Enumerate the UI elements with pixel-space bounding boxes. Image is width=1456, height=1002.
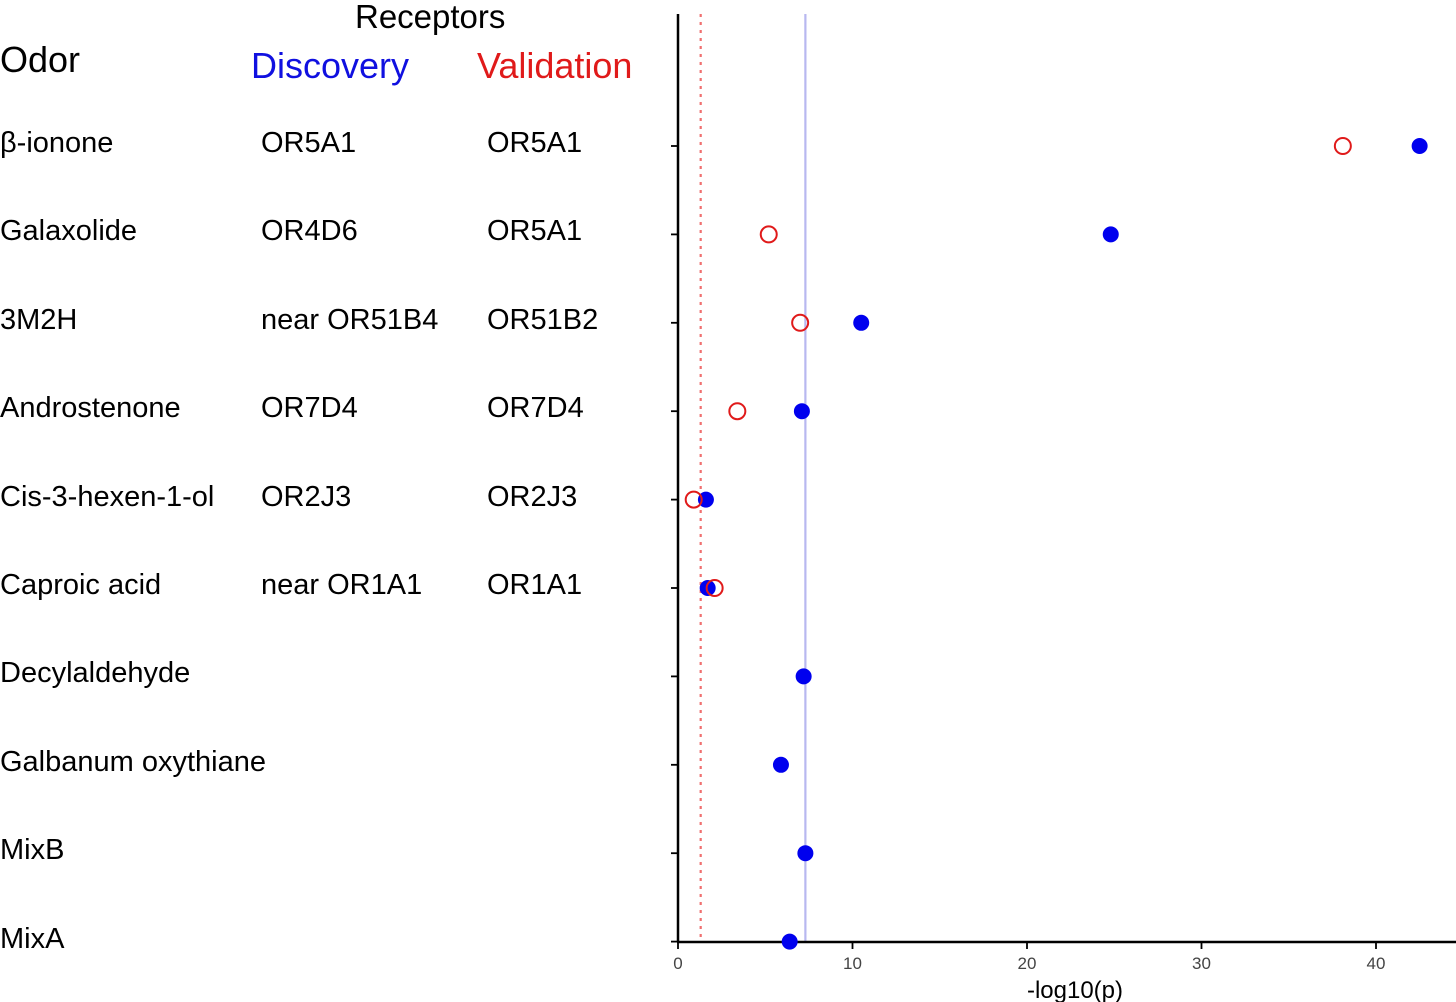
validation-receptor: OR51B2	[487, 303, 599, 336]
discovery-receptor: near OR1A1	[261, 569, 423, 601]
odor-label: MixB	[0, 834, 65, 867]
validation-column-header: Validation	[477, 45, 633, 86]
discovery-point	[697, 491, 714, 508]
x-axis-title: -log10(p)	[1027, 977, 1123, 1002]
validation-point	[791, 313, 810, 332]
odor-label: 3M2H	[0, 303, 78, 336]
validation-receptor: OR2J3	[487, 480, 578, 513]
discovery-receptor: near OR51B4	[261, 303, 439, 336]
validation-point	[759, 225, 778, 244]
x-tick-label: 0	[673, 954, 682, 973]
odor-label: Decylaldehyde	[0, 657, 191, 690]
discovery-point	[795, 668, 812, 685]
receptors-header: Receptors	[355, 0, 506, 35]
x-tick-label: 30	[1192, 954, 1211, 973]
odor-label: MixA	[0, 922, 65, 955]
discovery-point	[1102, 226, 1119, 243]
odor-label: Galaxolide	[0, 215, 138, 248]
discovery-receptor: OR4D6	[261, 215, 358, 248]
validation-receptor: OR1A1	[487, 569, 583, 601]
odor-label: Galbanum oxythiane	[0, 745, 266, 778]
x-tick-label: 20	[1018, 954, 1037, 973]
validation-point	[1333, 137, 1352, 155]
discovery-receptor: OR2J3	[261, 480, 352, 513]
validation-point	[728, 402, 747, 421]
discovery-column-header: Discovery	[251, 45, 410, 86]
discovery-receptor: OR7D4	[261, 392, 358, 425]
discovery-point	[853, 314, 870, 331]
discovery-point	[699, 580, 716, 596]
odor-label: Androstenone	[0, 392, 181, 425]
odor-column-header: Odor	[0, 39, 81, 80]
discovery-point	[781, 933, 798, 950]
x-tick-label: 40	[1367, 954, 1386, 973]
odor-label: β-ionone	[0, 127, 114, 159]
discovery-receptor: OR5A1	[261, 127, 357, 159]
validation-receptor: OR7D4	[487, 392, 584, 425]
odor-label: Caproic acid	[0, 569, 162, 601]
discovery-point	[797, 845, 814, 862]
discovery-point	[772, 756, 789, 773]
discovery-point	[1411, 138, 1428, 154]
x-tick-label: 10	[843, 954, 862, 973]
odor-label: Cis-3-hexen-1-ol	[0, 480, 215, 513]
validation-receptor: OR5A1	[487, 127, 583, 159]
validation-receptor: OR5A1	[487, 215, 583, 248]
validation-point	[684, 490, 703, 509]
discovery-point	[793, 403, 810, 420]
validation-point	[705, 579, 724, 597]
